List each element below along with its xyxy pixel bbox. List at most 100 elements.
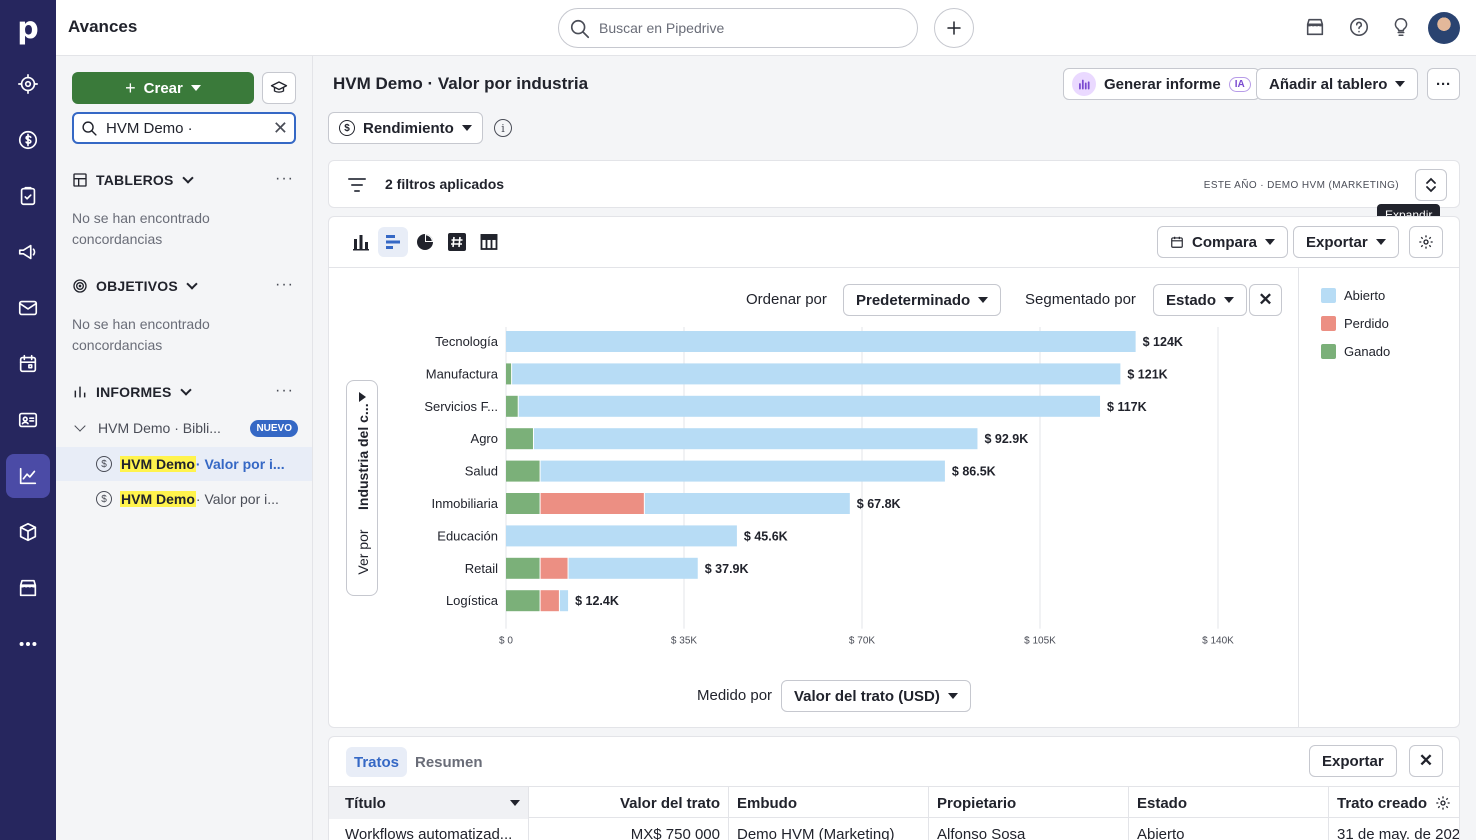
sidebar-search-value: HVM Demo ·	[106, 120, 193, 137]
marketplace-top-icon[interactable]	[1304, 16, 1328, 40]
chevron-down-icon	[186, 278, 198, 290]
activity-icon[interactable]	[6, 62, 50, 106]
clear-search-icon[interactable]: ✕	[272, 118, 288, 138]
more-icon: ···	[1436, 75, 1451, 93]
report-highlight: HVM Demo	[120, 456, 196, 472]
cell-estado: Abierto	[1129, 819, 1329, 840]
campaigns-icon[interactable]	[6, 230, 50, 274]
compare-button[interactable]: Compara	[1157, 226, 1289, 258]
chart-settings-button[interactable]	[1409, 226, 1443, 258]
mail-icon[interactable]	[6, 286, 50, 330]
global-search-input[interactable]: Buscar en Pipedrive	[558, 8, 918, 48]
filter-icon[interactable]	[347, 177, 367, 196]
sidebar-report-item[interactable]: $ HVM Demo · Valor por i...	[56, 482, 312, 516]
legend-swatch	[1321, 315, 1336, 331]
tab-tratos[interactable]: Tratos	[346, 747, 408, 777]
contacts-icon[interactable]	[6, 398, 50, 442]
measure-by-select[interactable]: Valor del trato (USD)	[781, 680, 971, 712]
close-table-button[interactable]: ✕	[1409, 745, 1443, 777]
order-by-label: Ordenar por	[746, 291, 827, 308]
view-by-value: Industria del c...	[355, 403, 371, 510]
section-informes[interactable]: INFORMES	[72, 384, 192, 400]
remove-segment-button[interactable]: ✕	[1249, 284, 1282, 316]
export-table-button[interactable]: Exportar	[1309, 745, 1397, 777]
view-by-prefix: Ver por	[355, 529, 371, 575]
sidebar-search-input[interactable]: HVM Demo · ✕	[72, 112, 296, 144]
pipedrive-logo[interactable]: p	[17, 10, 39, 46]
number-chart-icon[interactable]	[442, 227, 472, 257]
category-label: Retail	[465, 561, 498, 576]
plus-icon	[947, 21, 961, 35]
vertical-bar-chart-icon[interactable]	[346, 227, 376, 257]
compare-label: Compara	[1192, 233, 1258, 251]
view-by-select[interactable]: Ver por Industria del c...	[346, 380, 378, 596]
column-header-trato-creado[interactable]: Trato creado	[1329, 787, 1459, 819]
tasks-icon[interactable]	[6, 174, 50, 218]
caret-down-icon	[190, 85, 201, 91]
filters-applied-text[interactable]: 2 filtros aplicados	[385, 176, 505, 192]
legend-item-abierto[interactable]: Abierto	[1321, 281, 1390, 309]
products-icon[interactable]	[6, 510, 50, 554]
bar-value-label: $ 121K	[1127, 367, 1167, 381]
chevron-right-icon	[359, 392, 366, 402]
metric-select[interactable]: $ Rendimiento	[328, 112, 483, 144]
section-objetivos[interactable]: OBJETIVOS	[72, 278, 198, 294]
table-row[interactable]: Workflows automatizad... MX$ 750 000 Dem…	[329, 819, 1459, 840]
academy-button[interactable]	[262, 72, 296, 104]
export-chart-button[interactable]: Exportar	[1293, 226, 1399, 258]
section-tableros[interactable]: TABLEROS	[72, 172, 194, 188]
marketplace-icon[interactable]	[6, 566, 50, 610]
segment-by-select[interactable]: Estado	[1153, 284, 1248, 316]
info-icon[interactable]: i	[494, 119, 512, 137]
quick-add-button[interactable]	[934, 8, 974, 48]
reports-sidebar: + Crear HVM Demo · ✕ TABLEROS ··· No se …	[56, 56, 313, 840]
sidebar-report-item[interactable]: $ HVM Demo · Valor por i...	[56, 447, 312, 481]
table-chart-icon[interactable]	[474, 227, 504, 257]
export-chart-label: Exportar	[1306, 233, 1368, 251]
page-title: Avances	[68, 17, 138, 36]
tableros-menu-icon[interactable]: ···	[275, 170, 294, 187]
more-actions-button[interactable]: ···	[1427, 68, 1460, 100]
generate-report-button[interactable]: Generar informe IA	[1063, 68, 1260, 100]
horizontal-bar-chart-icon[interactable]	[378, 227, 408, 257]
add-to-dashboard-button[interactable]: Añadir al tablero	[1256, 68, 1419, 100]
caret-down-icon	[1375, 239, 1386, 245]
crear-button[interactable]: + Crear	[72, 72, 254, 104]
deals-icon[interactable]	[6, 118, 50, 162]
calendar-icon[interactable]	[6, 342, 50, 386]
chevron-down-icon	[179, 384, 192, 396]
bar-segment-ganado	[506, 395, 518, 417]
filters-meta: ESTE AÑO · DEMO HVM (MARKETING)	[1203, 180, 1399, 191]
report-folder[interactable]: HVM Demo · Bibli... NUEVO	[72, 418, 298, 438]
gear-icon[interactable]	[1435, 795, 1451, 814]
user-avatar[interactable]	[1428, 12, 1460, 44]
dollar-icon: $	[339, 120, 355, 136]
cell-titulo[interactable]: Workflows automatizad...	[329, 819, 529, 840]
informes-menu-icon[interactable]: ···	[275, 382, 294, 399]
legend-item-ganado[interactable]: Ganado	[1321, 337, 1390, 365]
help-icon[interactable]	[1348, 16, 1372, 40]
tab-resumen[interactable]: Resumen	[415, 753, 483, 771]
pie-chart-icon[interactable]	[410, 227, 440, 257]
column-header-estado[interactable]: Estado	[1129, 787, 1329, 819]
legend-item-perdido[interactable]: Perdido	[1321, 309, 1390, 337]
order-by-select[interactable]: Predeterminado	[843, 284, 1002, 316]
category-label: Educación	[437, 528, 498, 543]
chevron-down-icon	[74, 420, 86, 432]
lightbulb-icon[interactable]	[1390, 16, 1414, 40]
column-header-titulo[interactable]: Título	[329, 787, 529, 819]
bar-segment-perdido	[540, 493, 644, 514]
column-header-propietario[interactable]: Propietario	[929, 787, 1129, 819]
calendar-icon	[1171, 236, 1183, 248]
dashboard-icon	[73, 173, 87, 187]
segment-by-value: Estado	[1166, 291, 1217, 309]
column-header-embudo[interactable]: Embudo	[729, 787, 929, 819]
order-by-value: Predeterminado	[856, 291, 971, 309]
more-icon[interactable]	[6, 622, 50, 666]
expand-filters-button[interactable]	[1415, 169, 1447, 201]
column-header-valor[interactable]: Valor del trato	[529, 787, 729, 819]
bar-segment-abierto	[506, 331, 1136, 352]
objetivos-menu-icon[interactable]: ···	[275, 276, 294, 293]
insights-icon[interactable]	[6, 454, 50, 498]
section-tableros-label: TABLEROS	[96, 172, 174, 188]
